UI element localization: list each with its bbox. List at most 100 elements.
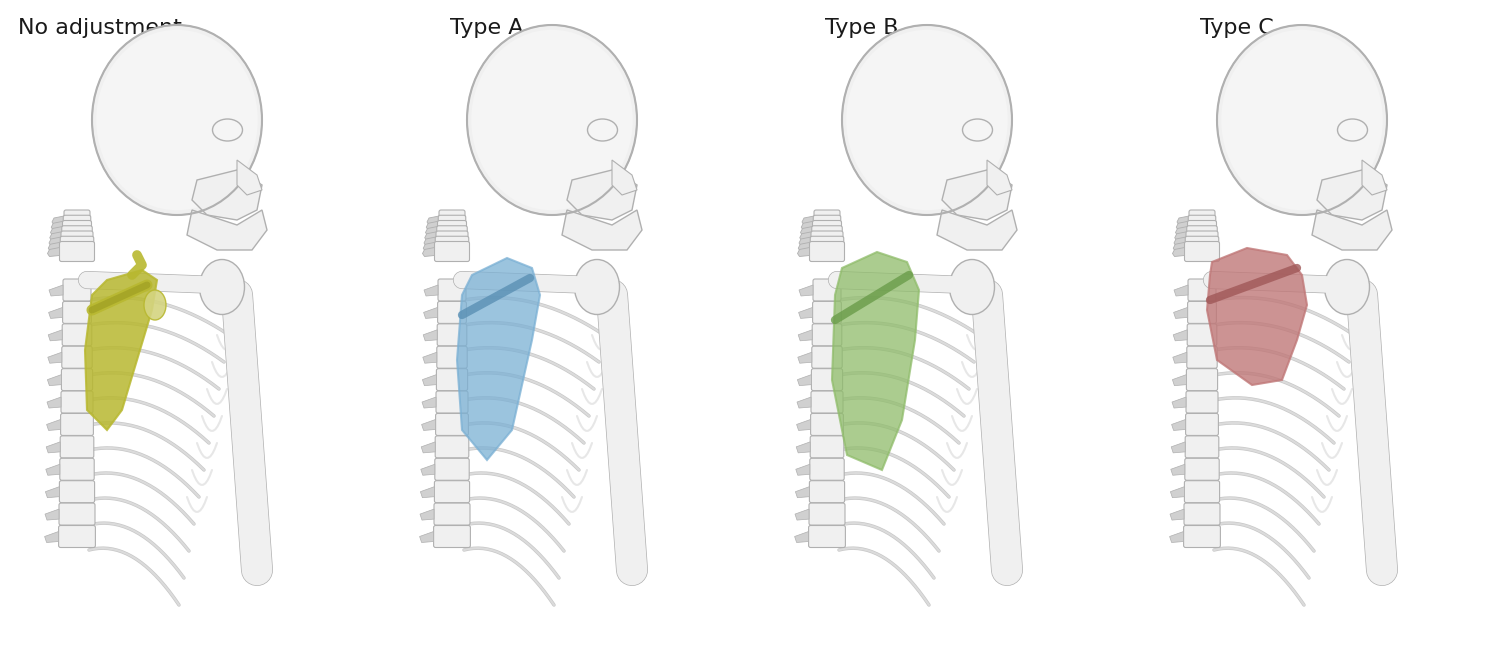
- Polygon shape: [50, 285, 63, 296]
- Polygon shape: [423, 307, 438, 318]
- FancyBboxPatch shape: [62, 346, 92, 368]
- FancyBboxPatch shape: [1185, 237, 1218, 256]
- Polygon shape: [938, 210, 1017, 250]
- FancyBboxPatch shape: [436, 369, 468, 391]
- Polygon shape: [50, 237, 62, 246]
- FancyBboxPatch shape: [438, 215, 465, 235]
- Polygon shape: [562, 210, 642, 250]
- FancyBboxPatch shape: [813, 279, 842, 301]
- FancyBboxPatch shape: [810, 436, 844, 458]
- Polygon shape: [796, 397, 812, 408]
- Polygon shape: [1172, 464, 1185, 475]
- FancyBboxPatch shape: [438, 279, 466, 301]
- Polygon shape: [796, 442, 810, 453]
- Ellipse shape: [1216, 25, 1388, 215]
- Polygon shape: [833, 252, 920, 470]
- FancyBboxPatch shape: [1185, 458, 1219, 480]
- FancyBboxPatch shape: [436, 391, 468, 413]
- Polygon shape: [424, 237, 436, 246]
- FancyBboxPatch shape: [60, 481, 94, 503]
- Polygon shape: [1172, 419, 1185, 430]
- Polygon shape: [1173, 307, 1188, 318]
- Ellipse shape: [471, 30, 633, 210]
- FancyBboxPatch shape: [435, 436, 470, 458]
- FancyBboxPatch shape: [62, 391, 93, 413]
- FancyBboxPatch shape: [60, 242, 94, 262]
- Ellipse shape: [144, 290, 166, 320]
- FancyBboxPatch shape: [63, 301, 92, 323]
- Polygon shape: [1173, 242, 1185, 251]
- FancyBboxPatch shape: [1190, 210, 1215, 230]
- Polygon shape: [1173, 353, 1186, 364]
- Polygon shape: [1178, 216, 1190, 225]
- FancyBboxPatch shape: [1184, 503, 1219, 525]
- FancyBboxPatch shape: [1185, 242, 1219, 262]
- Ellipse shape: [950, 259, 994, 314]
- FancyBboxPatch shape: [435, 413, 468, 435]
- Polygon shape: [188, 210, 267, 250]
- Polygon shape: [46, 442, 60, 453]
- Polygon shape: [795, 487, 810, 498]
- FancyBboxPatch shape: [812, 324, 842, 346]
- Polygon shape: [51, 221, 63, 230]
- FancyBboxPatch shape: [435, 458, 470, 480]
- FancyBboxPatch shape: [1186, 231, 1218, 251]
- Polygon shape: [422, 464, 435, 475]
- Polygon shape: [567, 170, 638, 220]
- Polygon shape: [427, 216, 439, 225]
- FancyBboxPatch shape: [58, 526, 96, 548]
- Polygon shape: [798, 248, 810, 257]
- FancyBboxPatch shape: [812, 226, 843, 246]
- Polygon shape: [1173, 375, 1186, 386]
- FancyBboxPatch shape: [812, 346, 842, 368]
- Polygon shape: [423, 375, 436, 386]
- Ellipse shape: [200, 259, 244, 314]
- Polygon shape: [45, 509, 58, 520]
- Polygon shape: [987, 160, 1012, 195]
- Polygon shape: [46, 464, 60, 475]
- Polygon shape: [51, 227, 63, 235]
- Ellipse shape: [1324, 259, 1370, 314]
- FancyBboxPatch shape: [815, 210, 840, 230]
- FancyBboxPatch shape: [440, 210, 465, 230]
- Polygon shape: [48, 242, 60, 251]
- FancyBboxPatch shape: [436, 231, 468, 251]
- FancyBboxPatch shape: [812, 391, 843, 413]
- FancyBboxPatch shape: [810, 237, 843, 256]
- Polygon shape: [46, 397, 62, 408]
- Polygon shape: [48, 307, 63, 318]
- Polygon shape: [237, 160, 262, 195]
- Polygon shape: [423, 353, 436, 364]
- FancyBboxPatch shape: [1188, 301, 1216, 323]
- Ellipse shape: [1230, 40, 1374, 201]
- Polygon shape: [1170, 531, 1184, 542]
- FancyBboxPatch shape: [1184, 526, 1221, 548]
- Polygon shape: [48, 330, 62, 341]
- Polygon shape: [53, 216, 64, 225]
- Polygon shape: [45, 531, 58, 542]
- FancyBboxPatch shape: [813, 301, 842, 323]
- Polygon shape: [612, 160, 638, 195]
- Ellipse shape: [846, 30, 1008, 210]
- FancyBboxPatch shape: [1188, 215, 1215, 235]
- FancyBboxPatch shape: [435, 237, 468, 256]
- Polygon shape: [1208, 248, 1306, 385]
- FancyBboxPatch shape: [63, 215, 90, 235]
- FancyBboxPatch shape: [62, 324, 92, 346]
- Polygon shape: [424, 285, 438, 296]
- Polygon shape: [1312, 210, 1392, 250]
- Text: Type B: Type B: [825, 18, 898, 38]
- FancyBboxPatch shape: [438, 220, 466, 240]
- FancyBboxPatch shape: [1188, 220, 1216, 240]
- FancyBboxPatch shape: [433, 526, 471, 548]
- Ellipse shape: [96, 30, 258, 210]
- FancyBboxPatch shape: [1185, 436, 1219, 458]
- Polygon shape: [1173, 330, 1186, 341]
- Text: Type A: Type A: [450, 18, 524, 38]
- Ellipse shape: [466, 25, 638, 215]
- FancyBboxPatch shape: [63, 279, 92, 301]
- Ellipse shape: [855, 40, 999, 201]
- FancyBboxPatch shape: [436, 346, 466, 368]
- Ellipse shape: [105, 40, 249, 201]
- Polygon shape: [423, 330, 436, 341]
